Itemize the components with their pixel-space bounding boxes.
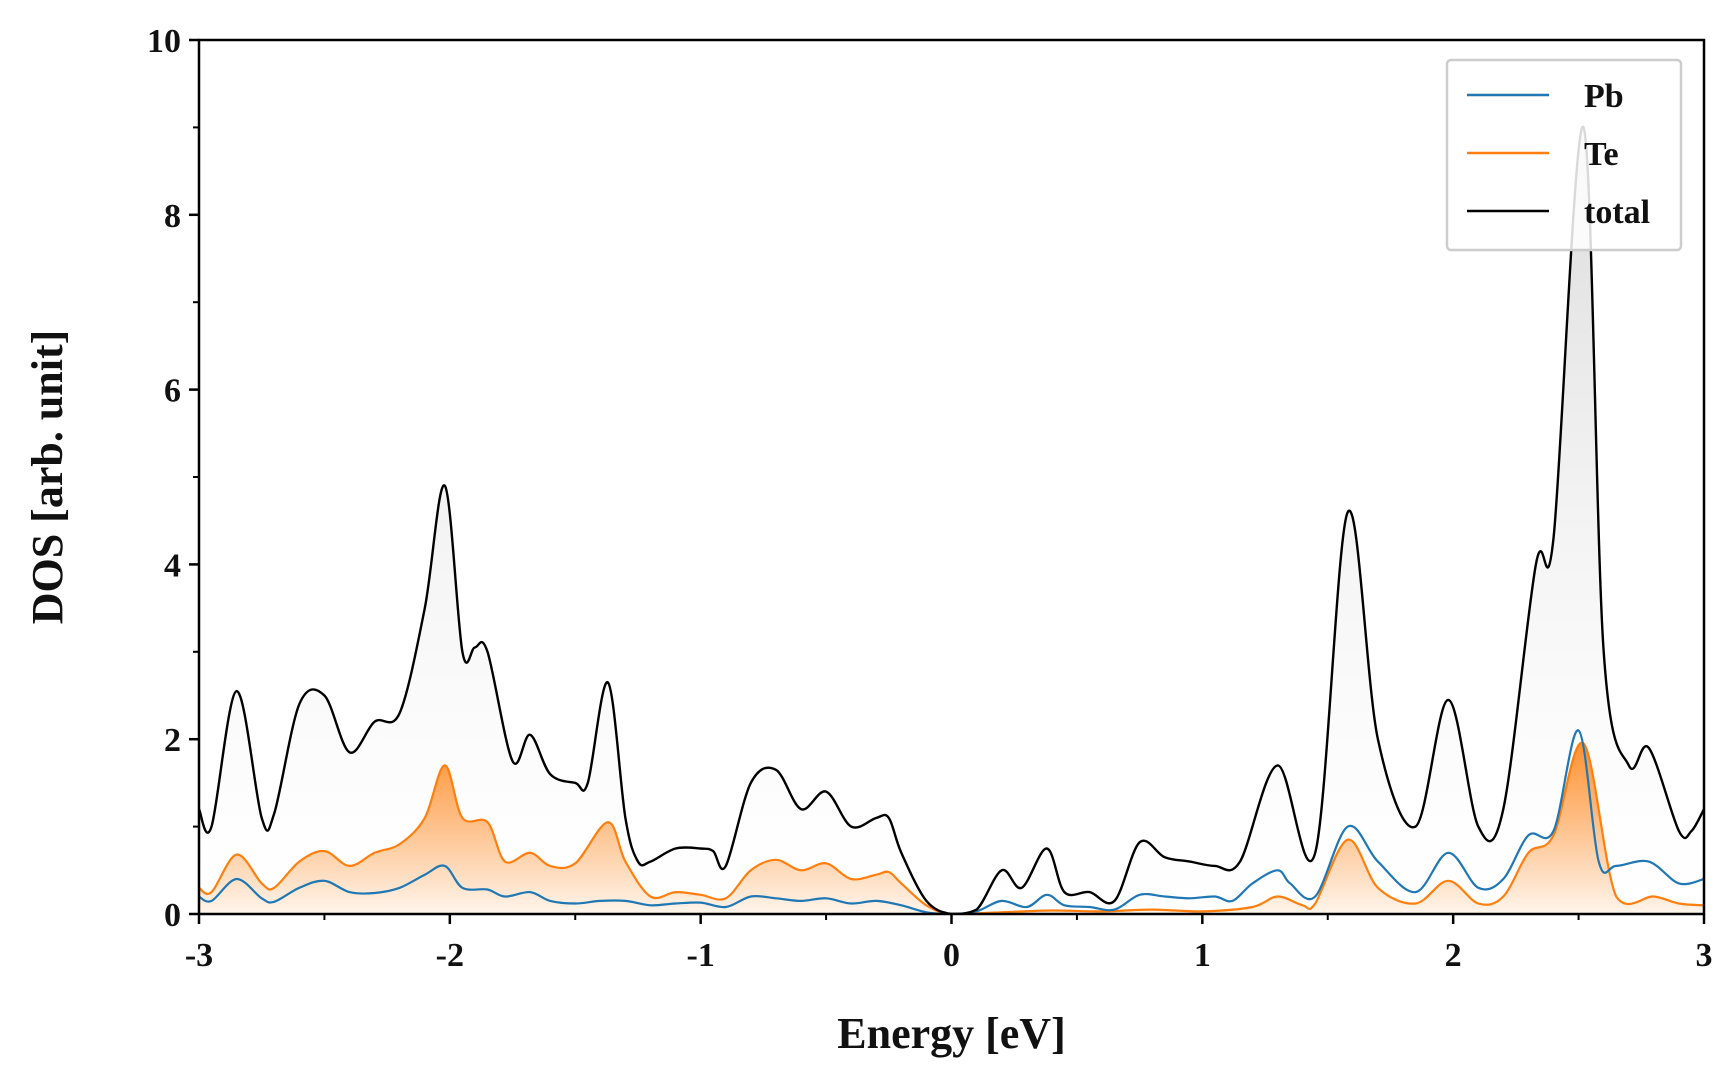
series-line-te: [199, 741, 1704, 914]
tick-labels: -3 -2 -1 0 1 2 3 0 2 4 6 8 10: [147, 23, 1713, 974]
x-tick-label: -3: [185, 937, 213, 974]
legend-box: [1445, 58, 1683, 252]
series-line-total: [199, 125, 1704, 914]
x-tick-label: 2: [1445, 937, 1462, 974]
legend-label-pb: Pb: [1584, 78, 1624, 115]
y-tick-label: 8: [164, 198, 181, 235]
y-axis-label: DOS [arb. unit]: [23, 330, 72, 625]
y-tick-label: 10: [147, 23, 181, 60]
y-tick-label: 6: [164, 373, 181, 410]
y-tick-label: 2: [164, 722, 181, 759]
x-axis-label: Energy [eV]: [837, 1009, 1066, 1058]
y-tick-label: 4: [164, 547, 181, 584]
x-tick-label: -2: [436, 937, 464, 974]
x-tick-label: 1: [1194, 937, 1211, 974]
legend-label-te: Te: [1584, 136, 1619, 173]
area-fill-te: [199, 742, 1704, 914]
y-tick-label: 0: [164, 897, 181, 934]
legend: Pb Te total: [1445, 58, 1683, 252]
legend-label-total: total: [1584, 194, 1650, 231]
x-tick-label: 3: [1696, 937, 1713, 974]
x-tick-label: 0: [943, 937, 960, 974]
axis-ticks: [189, 38, 1706, 924]
x-tick-label: -1: [687, 937, 715, 974]
